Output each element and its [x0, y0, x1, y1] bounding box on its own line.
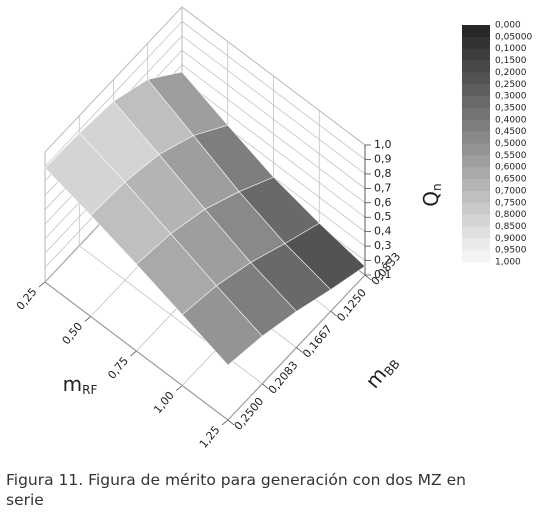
- grid-line: [181, 35, 366, 175]
- colorbar-cell: [462, 155, 490, 168]
- colorbar-cell: [462, 131, 490, 144]
- chart: 0,250,500,751,001,250,08330,12500,16670,…: [14, 5, 532, 451]
- colorbar-cell: [462, 60, 490, 73]
- colorbar-cell: [462, 179, 490, 192]
- grid-line: [181, 50, 366, 189]
- axis-title-text: Q: [419, 191, 443, 207]
- grid-line: [181, 64, 366, 204]
- y-tick-label: 0,1250: [334, 286, 369, 324]
- colorbar-label: 0,8000: [495, 210, 527, 220]
- z-tick-label: 1,0: [374, 138, 392, 151]
- colorbar-cell: [462, 107, 490, 121]
- axis-title-subscript: n: [430, 183, 444, 191]
- colorbar-cell: [462, 250, 490, 263]
- z-tick-label: 0,4: [374, 225, 392, 238]
- colorbar-label: 1,000: [495, 258, 521, 268]
- y-tick-label: 0,2500: [232, 395, 267, 433]
- tick-mark: [221, 419, 229, 426]
- y-tick-label: 0,1667: [300, 323, 335, 361]
- grid-line: [181, 21, 366, 160]
- z-tick-label: 0,7: [374, 181, 392, 194]
- axis-title-text: m: [63, 372, 82, 396]
- colorbar-label: 0,1000: [495, 44, 527, 54]
- colorbar-cell: [462, 48, 490, 61]
- surface-patch: [284, 222, 366, 290]
- colorbar-label: 0,2500: [495, 80, 527, 90]
- colorbar-label: 0,5000: [495, 139, 527, 149]
- tick-mark: [130, 350, 137, 357]
- colorbar-cell: [462, 143, 490, 156]
- colorbar-label: 0,7500: [495, 198, 527, 208]
- colorbar-label: 0,05000: [495, 32, 532, 42]
- tick-mark: [84, 316, 91, 322]
- colorbar-label: 0,9000: [495, 234, 527, 244]
- x-tick-label: 0,75: [105, 355, 131, 382]
- colorbar-cell: [462, 214, 490, 227]
- colorbar-label: 0,6000: [495, 163, 527, 173]
- colorbar-cell: [462, 190, 490, 204]
- grid-line: [181, 6, 366, 146]
- tick-mark: [227, 419, 235, 426]
- colorbar-label: 0,8500: [495, 222, 527, 232]
- colorbar-cell: [462, 96, 490, 109]
- colorbar-label: 0,9500: [495, 246, 527, 256]
- z-tick-label: 0,2: [374, 254, 392, 267]
- grid-line: [44, 281, 229, 421]
- tick-mark: [176, 385, 183, 391]
- colorbar-label: 0,1500: [495, 56, 527, 66]
- tick-mark: [38, 281, 46, 288]
- z-tick-label: 0,6: [374, 196, 392, 209]
- axis-title: Qn: [419, 183, 444, 206]
- colorbar-label: 0,5500: [495, 151, 527, 161]
- grid-line: [44, 6, 183, 153]
- colorbar-cell: [462, 226, 490, 239]
- grid-line: [44, 21, 183, 167]
- colorbar-cell: [462, 84, 490, 97]
- colorbar-label: 0,3500: [495, 103, 527, 113]
- tick-mark: [296, 347, 303, 353]
- x-tick-label: 1,00: [151, 389, 177, 416]
- z-tick-label: 0,9: [374, 152, 392, 165]
- axis-title-subscript: RF: [82, 383, 97, 397]
- axis-title: mRF: [63, 372, 98, 397]
- colorbar-label: 0,6500: [495, 175, 527, 185]
- colorbar-label: 0,7000: [495, 186, 527, 196]
- colorbar-cell: [462, 72, 490, 85]
- z-tick-label: 0,3: [374, 239, 392, 252]
- colorbar-label: 0,3000: [495, 92, 527, 102]
- z-tick-label: 0,5: [374, 210, 392, 223]
- x-tick-label: 1,25: [197, 424, 223, 451]
- z-tick-label: 0,8: [374, 167, 392, 180]
- colorbar-label: 0,000: [495, 21, 521, 31]
- x-tick-label: 0,50: [60, 320, 86, 347]
- tick-mark: [330, 311, 337, 317]
- colorbar-cell: [462, 119, 490, 132]
- x-tick-label: 0,25: [14, 286, 40, 313]
- colorbar-cell: [462, 36, 490, 49]
- colorbar-cell: [462, 202, 490, 215]
- tick-mark: [364, 274, 372, 281]
- colorbar-label: 0,4500: [495, 127, 527, 137]
- colorbar-cell: [462, 167, 490, 180]
- grid-line: [181, 78, 366, 218]
- colorbar-cell: [462, 25, 490, 38]
- caption: Figura 11. Figura de mérito para generac…: [6, 471, 466, 509]
- colorbar-label: 0,4000: [495, 115, 527, 125]
- axis-title: mBB: [360, 350, 402, 394]
- colorbar-cell: [462, 238, 490, 251]
- tick-mark: [262, 383, 269, 389]
- colorbar-label: 0,2000: [495, 68, 527, 78]
- z-tick-label: 0,1: [374, 268, 392, 281]
- y-tick-label: 0,2083: [266, 359, 301, 397]
